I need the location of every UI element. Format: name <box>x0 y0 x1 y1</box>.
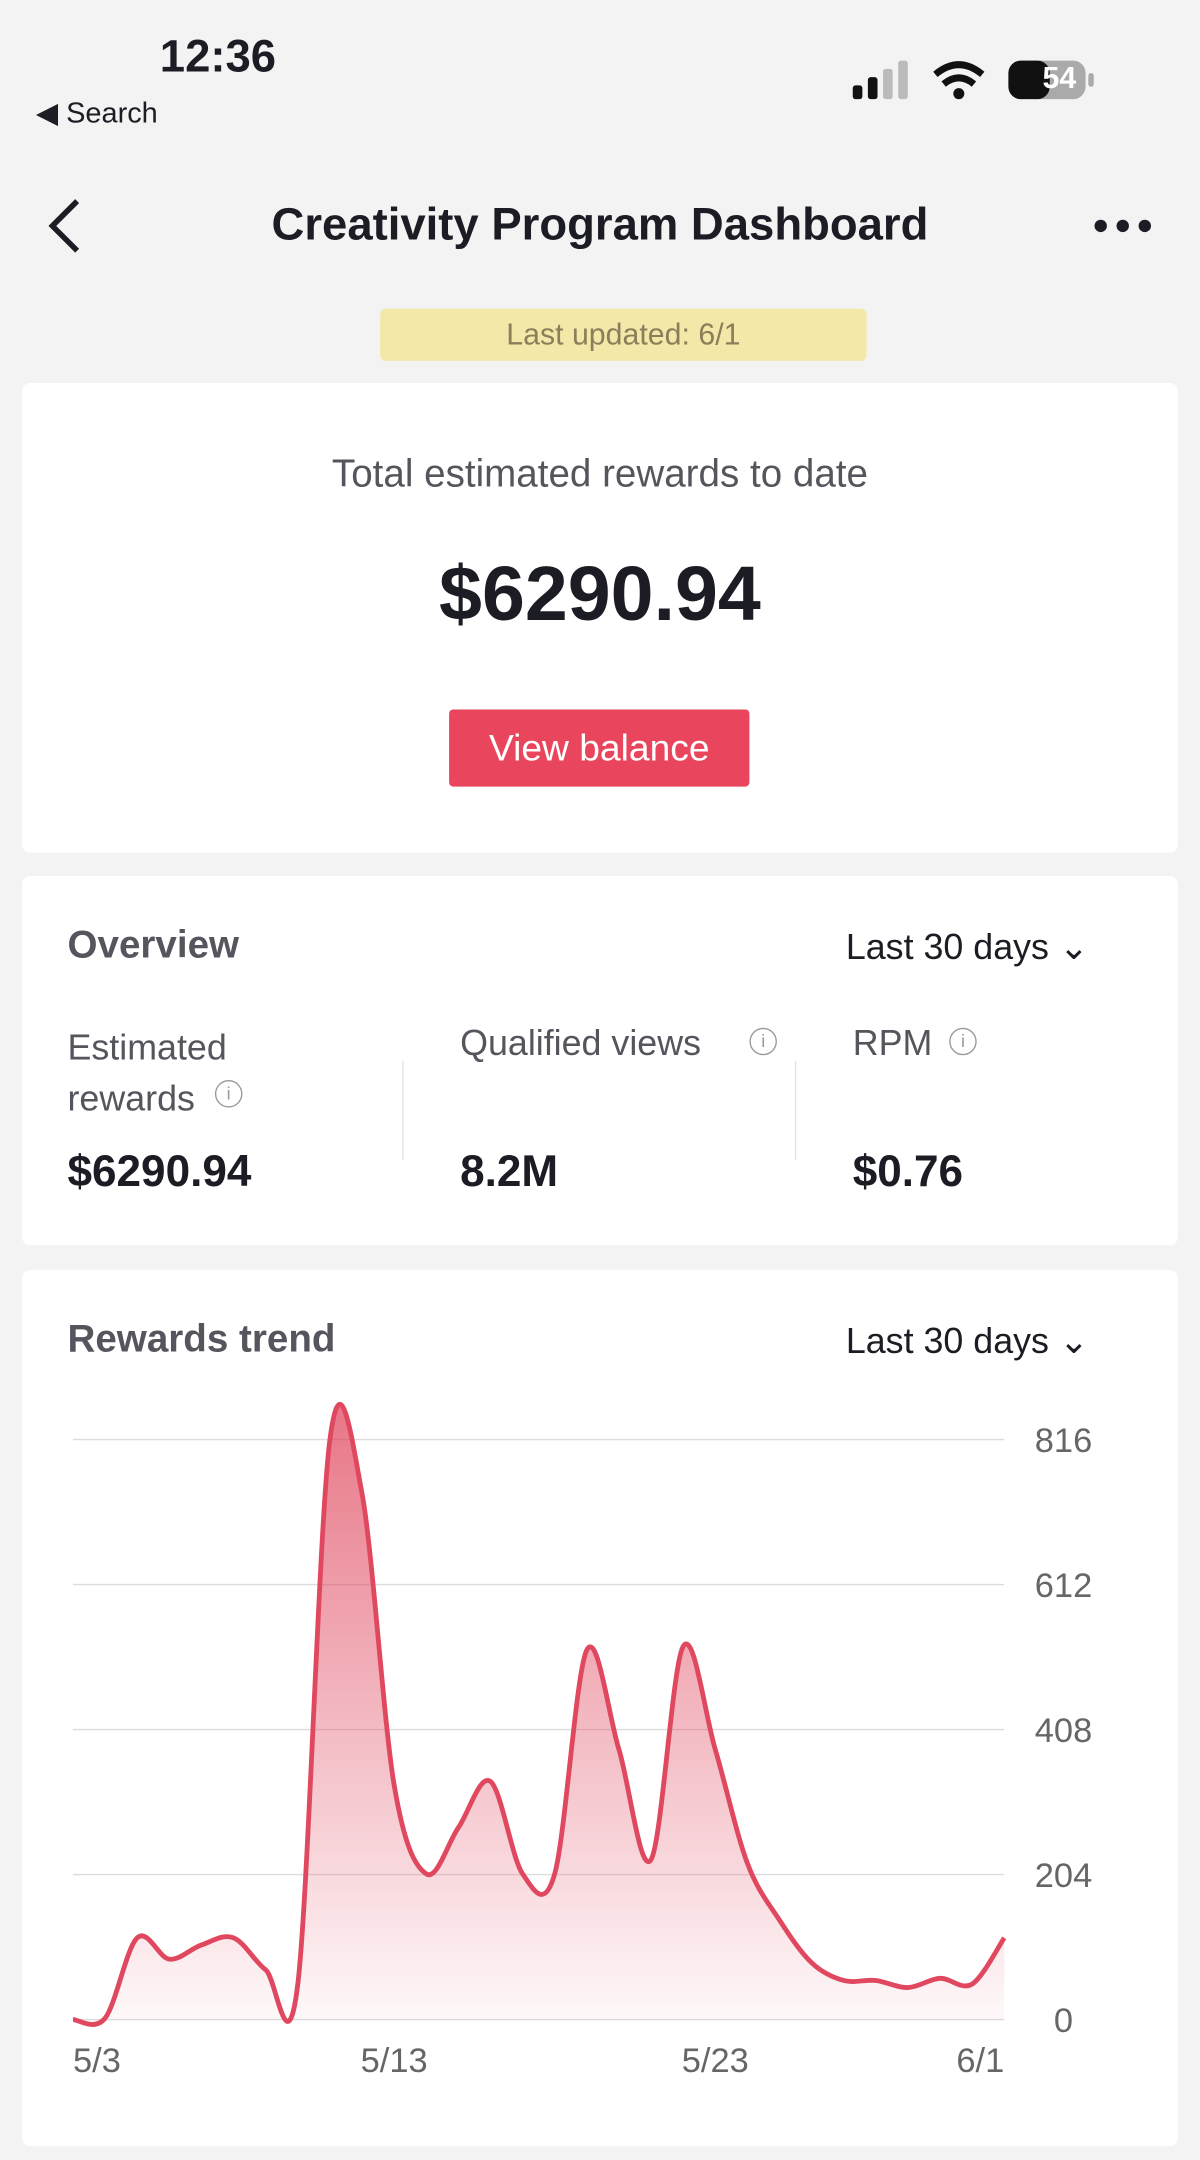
period-selector[interactable]: Last 30 days ⌄ <box>845 925 1089 968</box>
metric-value: $0.76 <box>852 1146 964 1196</box>
y-tick-label: 408 <box>1035 1712 1092 1750</box>
y-tick-label: 612 <box>1035 1567 1092 1605</box>
period-selector[interactable]: Last 30 days ⌄ <box>845 1319 1089 1362</box>
y-tick-label: 204 <box>1035 1857 1092 1895</box>
last-updated: Last updated: 6/1 <box>380 308 867 361</box>
divider <box>402 1060 404 1160</box>
metric-value: $6290.94 <box>67 1146 252 1196</box>
overview-card: Overview Last 30 days ⌄ Estimated reward… <box>22 876 1178 1246</box>
status-time: 12:36 <box>159 30 277 82</box>
trend-title: Rewards trend <box>67 1316 336 1360</box>
metric-label: Estimated rewards <box>67 1026 227 1119</box>
page-title: Creativity Program Dashboard <box>271 198 929 250</box>
metric-label: RPM <box>852 1022 933 1064</box>
back-to-app[interactable]: ◀ Search <box>35 97 158 130</box>
back-app-name: Search <box>66 97 158 130</box>
status-icons <box>852 60 1094 100</box>
metric-value: 8.2M <box>460 1146 559 1196</box>
x-tick-label: 5/3 <box>73 2042 121 2080</box>
metric-label: Qualified views <box>460 1022 702 1064</box>
line <box>72 1402 1007 2027</box>
x-tick-label: 5/13 <box>361 2042 428 2080</box>
summary-label: Total estimated rewards to date <box>331 451 868 495</box>
more-button[interactable] <box>1088 212 1157 240</box>
y-tick-label: 816 <box>1035 1422 1092 1460</box>
summary-amount: $6290.94 <box>439 549 761 637</box>
y-tick-label: 0 <box>1054 2002 1073 2040</box>
info-icon[interactable]: i <box>214 1080 243 1108</box>
info-icon[interactable]: i <box>749 1027 777 1056</box>
area <box>73 1404 1005 2025</box>
divider <box>794 1060 797 1160</box>
overview-title: Overview <box>67 922 240 966</box>
back-button[interactable] <box>41 196 91 257</box>
battery-level: 54 <box>1042 60 1077 96</box>
x-tick-label: 5/23 <box>682 2042 749 2080</box>
view-balance-button[interactable]: View balance <box>449 709 750 787</box>
period-label: Last 30 days <box>845 925 1049 968</box>
info-icon[interactable]: i <box>949 1027 977 1056</box>
summary-card: Total estimated rewards to date $6290.94… <box>22 382 1178 853</box>
period-label: Last 30 days <box>845 1319 1049 1362</box>
x-tick-label: 6/1 <box>956 2042 1004 2080</box>
